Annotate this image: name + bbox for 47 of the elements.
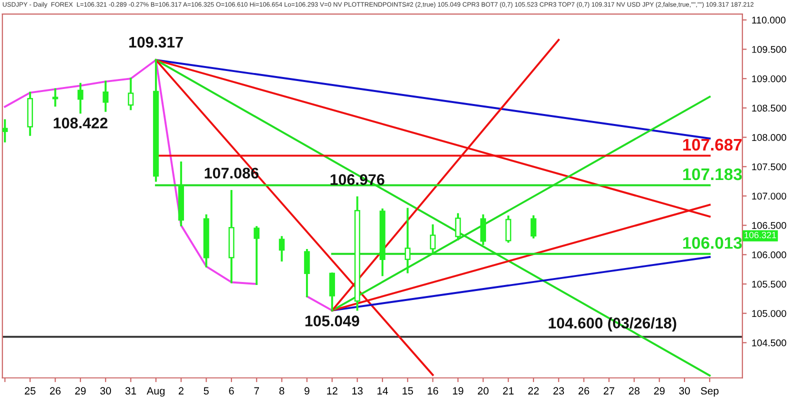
x-tick-label: 26 <box>50 387 61 395</box>
x-tick-label: 21 <box>503 387 514 394</box>
x-tick-label: 20 <box>478 387 489 395</box>
x-tick-label: 7 <box>254 387 259 394</box>
annotation: 106.013 <box>683 237 742 249</box>
x-tick-label: 22 <box>528 387 539 394</box>
x-tick-label: 6 <box>229 387 234 395</box>
x-tick-label: 14 <box>377 387 388 394</box>
y-tick-label: 104.500 <box>752 339 786 346</box>
x-tick-label: 25 <box>24 387 36 395</box>
annotation: 106.321 <box>744 232 776 238</box>
y-tick-label: 109.000 <box>752 75 786 82</box>
y-tick-label: 108.500 <box>752 104 786 112</box>
x-tick-label: 23 <box>553 387 564 395</box>
x-tick-label: 26 <box>578 387 590 395</box>
y-tick-label: 107.500 <box>752 163 786 170</box>
annotation: 109.317 <box>129 36 183 48</box>
x-tick-label: 5 <box>204 387 209 395</box>
annotation: 108.422 <box>54 118 108 128</box>
annotation: 105.049 <box>305 316 360 326</box>
x-tick-label: 8 <box>279 387 284 395</box>
y-tick-label: 109.500 <box>752 46 786 53</box>
x-tick-label: 30 <box>679 387 690 395</box>
y-tick-label: 105.000 <box>752 310 786 317</box>
x-tick-label: 16 <box>428 387 438 395</box>
x-tick-label: 13 <box>352 387 363 395</box>
y-tick-label: 105.500 <box>752 280 786 288</box>
x-tick-label: 15 <box>402 387 413 395</box>
x-tick-label: 31 <box>125 387 136 395</box>
y-tick-label: 106.000 <box>752 251 786 258</box>
x-tick-label: 29 <box>75 387 86 395</box>
annotation: 107.183 <box>683 168 742 180</box>
x-tick-label: 19 <box>452 387 464 395</box>
x-tick-label: 30 <box>100 387 111 395</box>
x-tick-label: 12 <box>327 387 338 394</box>
x-tick-label: 2 <box>178 387 184 394</box>
y-tick-label: 106.500 <box>752 222 786 229</box>
y-tick-label: 110.000 <box>752 16 786 24</box>
x-tick-label: Aug <box>146 387 165 397</box>
x-tick-label: 27 <box>604 387 614 394</box>
y-tick-label: 108.000 <box>752 134 786 141</box>
x-tick-label: 28 <box>628 387 640 395</box>
x-tick-label: 29 <box>654 387 665 395</box>
annotation: 107.687 <box>683 138 742 151</box>
x-tick-label: 9 <box>304 387 310 395</box>
y-tick-label: 107.000 <box>752 192 786 200</box>
x-tick-label: Sep <box>700 387 719 397</box>
